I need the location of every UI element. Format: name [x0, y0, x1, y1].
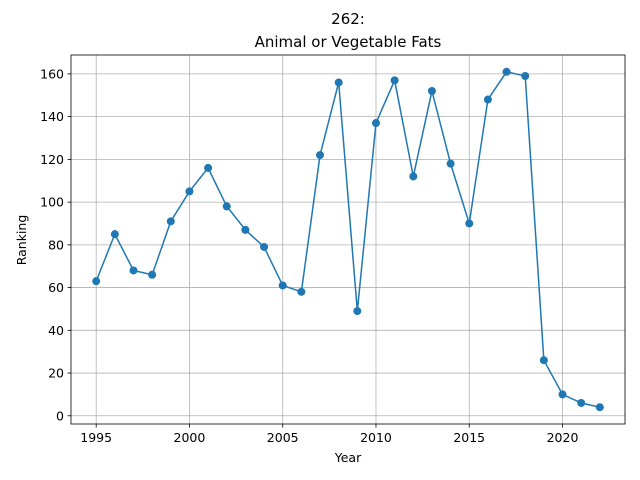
data-point — [390, 76, 399, 85]
x-tick-label: 1995 — [80, 430, 112, 445]
data-point — [539, 356, 548, 365]
data-point — [316, 151, 325, 160]
series-ranking — [92, 67, 604, 412]
chart-title-line2: Animal or Vegetable Fats — [255, 33, 442, 51]
data-point — [110, 230, 119, 239]
data-point — [483, 95, 492, 104]
data-point — [241, 225, 250, 234]
data-point — [260, 242, 269, 251]
y-tick-label: 160 — [40, 66, 64, 81]
data-point — [595, 403, 604, 412]
y-tick-label: 20 — [48, 366, 64, 381]
y-tick-label: 120 — [40, 152, 64, 167]
data-point — [334, 78, 343, 87]
data-point — [558, 390, 567, 399]
data-point — [465, 219, 474, 228]
data-point — [204, 163, 213, 172]
y-tick-label: 140 — [40, 109, 64, 124]
data-point — [427, 87, 436, 96]
data-point — [521, 72, 530, 81]
data-point — [129, 266, 138, 275]
data-point — [148, 270, 157, 279]
x-tick-label: 2010 — [360, 430, 392, 445]
series-line — [95, 70, 600, 408]
data-point — [577, 398, 586, 407]
y-tick-label: 0 — [56, 408, 64, 423]
data-point — [446, 159, 455, 168]
data-point — [353, 307, 362, 316]
plot-frame — [70, 54, 626, 425]
data-point — [185, 187, 194, 196]
grid-lines — [71, 55, 625, 424]
data-point — [502, 67, 511, 76]
x-tick-label: 2000 — [174, 430, 206, 445]
y-tick-label: 60 — [48, 280, 64, 295]
y-tick-label: 80 — [48, 237, 64, 252]
y-axis-label: Ranking — [14, 215, 29, 266]
x-tick-label: 2020 — [547, 430, 579, 445]
chart-title-line1: 262: — [331, 10, 365, 28]
data-point — [409, 172, 418, 181]
y-tick-label: 100 — [40, 195, 64, 210]
data-point — [222, 202, 231, 211]
x-axis-label: Year — [334, 450, 362, 465]
x-tick-label: 2005 — [267, 430, 299, 445]
axis-ticks: 1995 2000 2005 2010 2015 2020 0 20 40 60 80 100 120 1… — [40, 66, 578, 445]
data-point — [92, 277, 101, 286]
y-tick-label: 40 — [48, 323, 64, 338]
data-point — [278, 281, 287, 290]
x-tick-label: 2015 — [453, 430, 485, 445]
data-point — [297, 287, 306, 296]
data-point — [166, 217, 175, 226]
data-point — [371, 119, 380, 128]
